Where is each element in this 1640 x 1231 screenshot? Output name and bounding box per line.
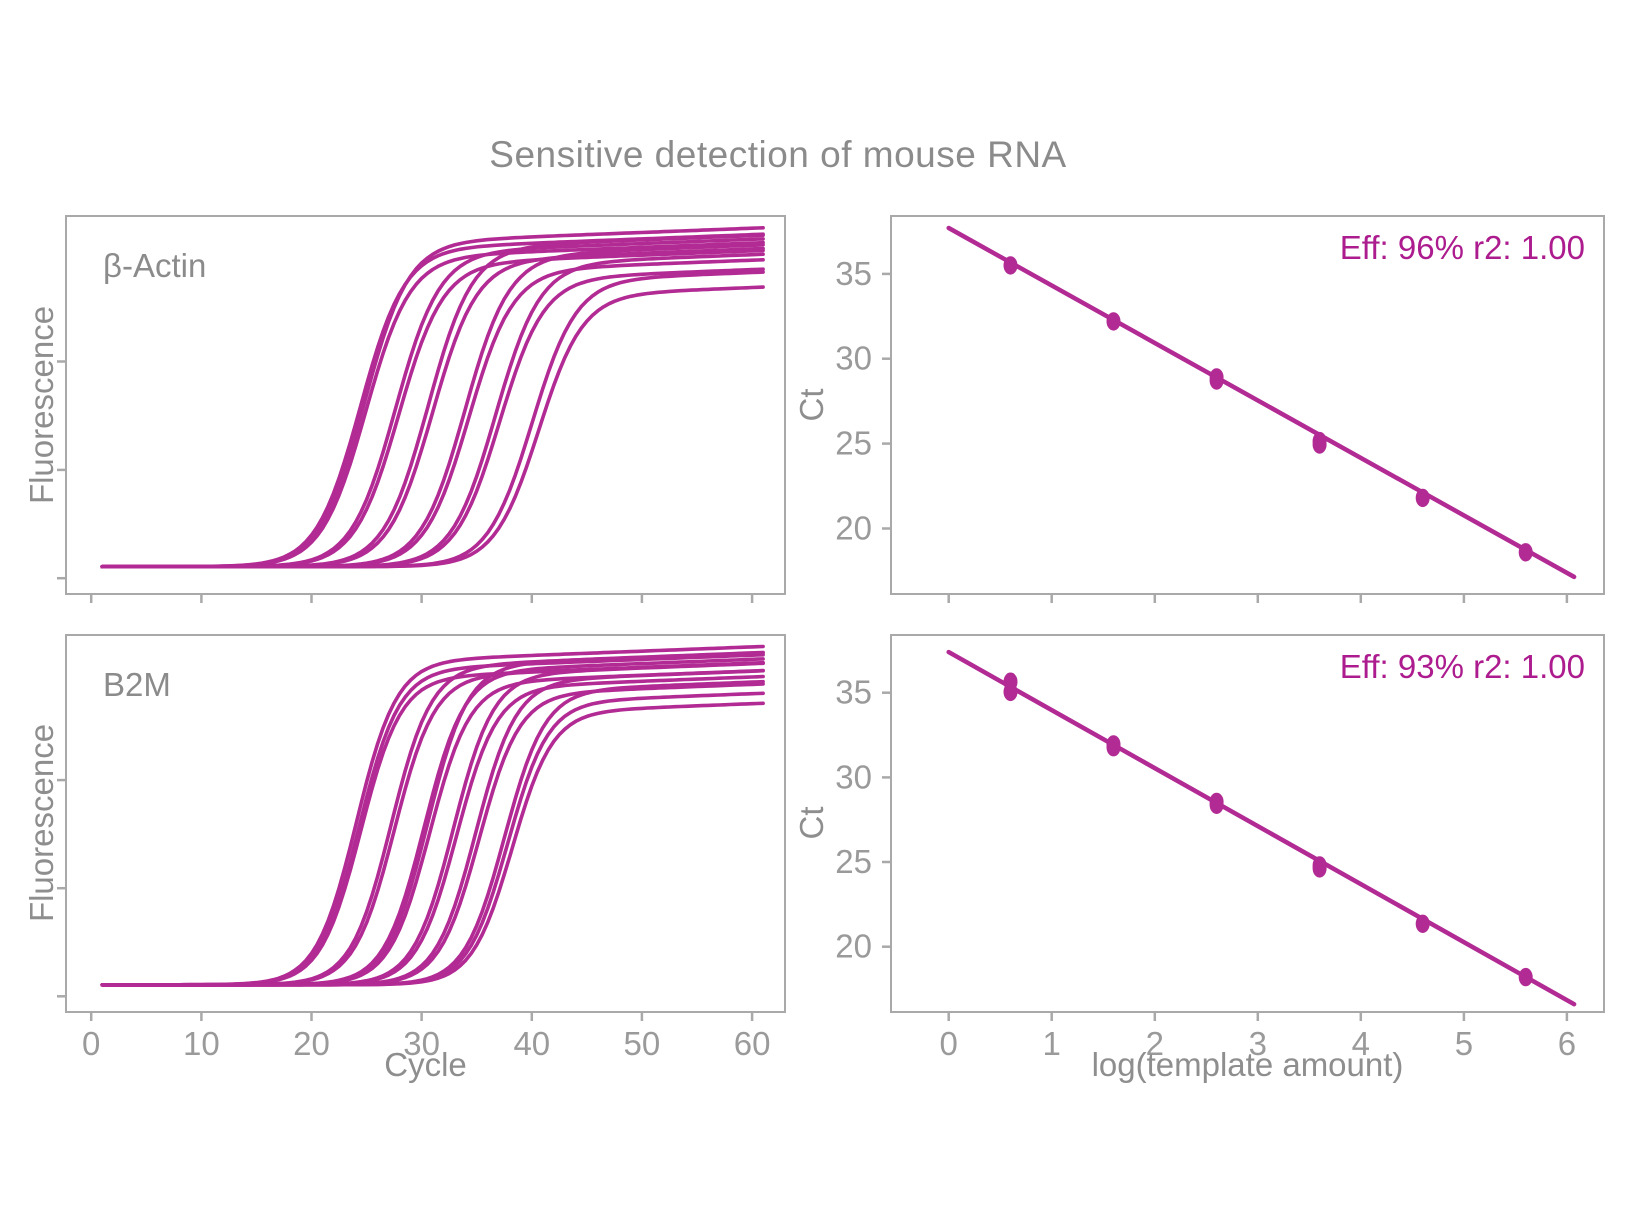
x-tick-label: 40 [513,1025,550,1062]
data-point [1415,914,1430,933]
data-point [1415,488,1430,508]
x-tick-label: 20 [293,1025,330,1062]
efficiency-annotation-b2m: Eff: 93% r2: 1.00 [1339,648,1585,685]
x-tick-label: 60 [734,1025,771,1062]
actin-amplification-plot [57,226,765,603]
y-axis-title-fluorescence-bottom: Fluorescence [23,723,60,923]
y-tick-label: 35 [835,674,872,711]
y-axis-title-ct-top: Ct [793,388,830,422]
x-tick-label: 0 [82,1025,100,1062]
y-tick-label: 30 [835,758,872,795]
data-point [1518,967,1533,987]
b2m-amplification-plot: 0 10 20 30 40 50 60 [57,644,770,1062]
x-tick-label: 3 [1249,1025,1267,1062]
gene-label-b2m: B2M [103,666,171,703]
amplification-curve [100,691,765,987]
figure-title: Sensitive detection of mouse RNA [489,134,1067,175]
panel-actin-standard-curve: 20 25 30 35 Eff: 96% r2: 1.00 [835,215,1605,603]
amplification-curve [100,682,765,987]
x-axis-title-cycle: Cycle [384,1046,467,1083]
y-tick-label: 35 [835,255,872,292]
x-tick-label: 0 [940,1025,958,1062]
data-point [1518,543,1533,562]
fit-line [946,225,1577,580]
data-point [1312,859,1327,878]
amplification-curve [100,679,765,987]
x-tick-label: 10 [183,1025,220,1062]
y-tick-label: 30 [835,340,872,377]
b2m-standard-curve-plot: 0 1 2 3 4 5 6 20 25 30 35 [835,649,1577,1062]
x-axis-title-log-template: log(template amount) [1091,1046,1404,1083]
y-tick-label: 20 [835,510,872,547]
x-tick-label: 30 [403,1025,440,1062]
x-tick-label: 2 [1146,1025,1164,1062]
y-tick-label: 25 [835,843,872,880]
x-tick-label: 1 [1043,1025,1061,1062]
y-tick-label: 20 [835,928,872,965]
amplification-curve [100,701,765,987]
fit-line [946,649,1577,1007]
data-point [1209,371,1224,390]
y-axis-title-ct-bottom: Ct [793,806,830,840]
panel-actin-amplification: β-Actin [57,215,786,603]
data-point [1106,312,1121,331]
data-point [1106,738,1121,757]
gene-label-actin: β-Actin [103,247,207,284]
y-tick-label: 25 [835,425,872,462]
panel-b2m-standard-curve: 0 1 2 3 4 5 6 20 25 30 35 Eff: 93% r2: 1.00 [835,634,1605,1062]
data-point [1209,795,1224,814]
panel-b2m-amplification: 0 10 20 30 40 50 60 B2M [57,634,786,1062]
data-point [1312,435,1327,454]
data-point [1003,682,1018,702]
x-tick-label: 4 [1352,1025,1370,1062]
data-point [1003,256,1018,275]
amplification-curve [100,285,765,569]
efficiency-annotation-actin: Eff: 96% r2: 1.00 [1339,229,1585,266]
actin-standard-curve-plot: 20 25 30 35 [835,225,1577,603]
x-tick-label: 6 [1558,1025,1576,1062]
y-axis-title-fluorescence-top: Fluorescence [23,305,60,505]
x-tick-label: 5 [1455,1025,1473,1062]
amplification-curve [100,674,765,987]
x-tick-label: 50 [624,1025,661,1062]
